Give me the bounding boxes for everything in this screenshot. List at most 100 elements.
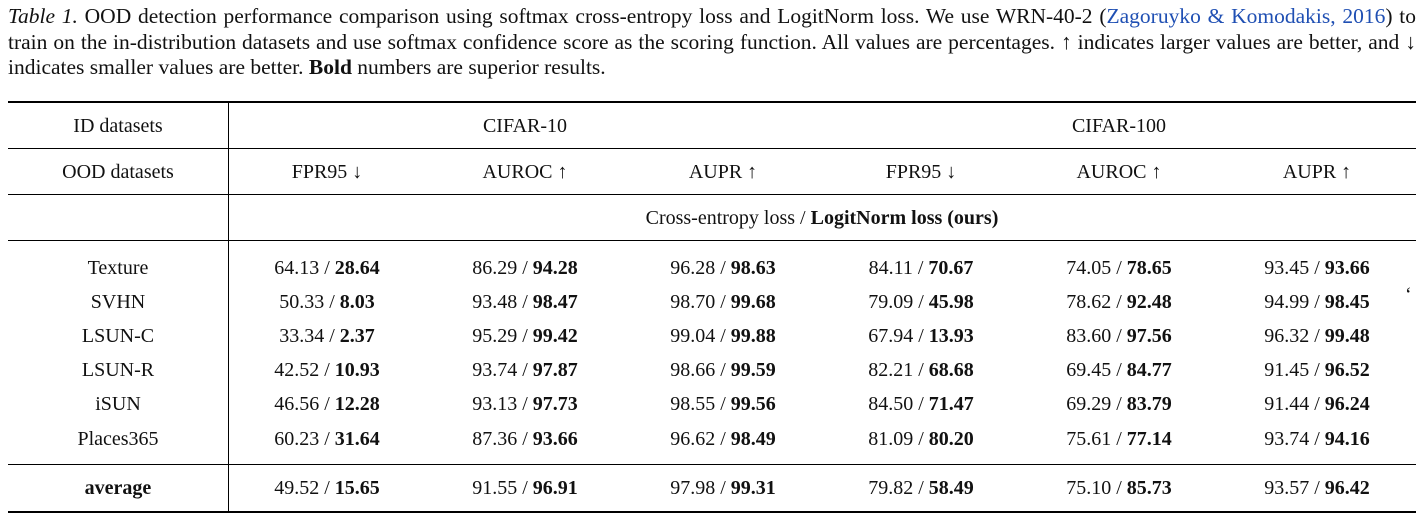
baseline-value: 84.50 / — [868, 393, 929, 416]
baseline-value: 96.62 / — [670, 427, 731, 450]
results-table: ID datasets CIFAR-10 CIFAR-100 OOD datas… — [8, 0, 1416, 511]
dataset-name: LSUN-R — [81, 359, 155, 382]
table-row: LSUN-C 33.34 / 2.37 95.29 / 99.42 99.04 / 9… — [8, 319, 1416, 353]
logitnorm-value: 98.47 — [532, 290, 578, 313]
baseline-value: 93.74 / — [472, 359, 533, 382]
metric-header-row: OOD datasets FPR95 ↓ AUROC ↑ AUPR ↑ FPR9… — [8, 149, 1416, 195]
logitnorm-value: 92.48 — [1126, 290, 1172, 313]
baseline-value: 74.05 / — [1066, 256, 1127, 279]
ood-datasets-label: OOD datasets — [62, 160, 174, 183]
baseline-value: 93.13 / — [472, 393, 533, 416]
baseline-value: 82.21 / — [868, 359, 929, 382]
baseline-value: 87.36 / — [472, 427, 533, 450]
baseline-value: 95.29 / — [472, 324, 533, 347]
metric-cell: 82.21 / 68.68 — [822, 354, 1020, 388]
logitnorm-value: 70.67 — [928, 256, 974, 279]
metric-cell: 46.56 / 12.28 — [228, 388, 426, 422]
baseline-value: 97.98 / — [670, 476, 731, 499]
dataset-name: iSUN — [95, 393, 141, 416]
metric-cell: 79.09 / 45.98 — [822, 285, 1020, 319]
logitnorm-value: 58.49 — [928, 476, 974, 499]
dataset-name: Texture — [87, 256, 149, 279]
table-row: iSUN 46.56 / 12.28 93.13 / 97.73 98.55 / 99… — [8, 388, 1416, 422]
metric-cell: 95.29 / 99.42 — [426, 319, 624, 353]
baseline-value: 91.45 / — [1264, 359, 1325, 382]
baseline-value: 91.44 / — [1264, 393, 1325, 416]
baseline-value: 93.57 / — [1264, 476, 1325, 499]
baseline-value: 67.94 / — [868, 324, 929, 347]
method-baseline: Cross-entropy loss / — [645, 206, 811, 229]
table-row: SVHN 50.33 / 8.03 93.48 / 98.47 98.70 / 99.… — [8, 285, 1416, 319]
metric-cell: 98.70 / 99.68 — [624, 285, 822, 319]
metric-cell: 96.28 / 98.63 — [624, 251, 822, 285]
metric-cell: 93.57 / 96.42 — [1218, 465, 1416, 511]
metric-cell: 96.32 / 99.48 — [1218, 319, 1416, 353]
top-rule — [8, 101, 1416, 103]
logitnorm-value: 99.31 — [730, 476, 776, 499]
metric-cell: 78.62 / 92.48 — [1020, 285, 1218, 319]
metric-cell: 50.33 / 8.03 — [228, 285, 426, 319]
logitnorm-value: 97.87 — [532, 359, 578, 382]
metric-header: AUPR ↑ — [1282, 160, 1352, 183]
dataset-name: LSUN-C — [81, 324, 155, 347]
baseline-value: 93.45 / — [1264, 256, 1325, 279]
baseline-value: 79.82 / — [868, 476, 929, 499]
metric-header: AUROC ↑ — [482, 160, 568, 183]
metric-header: AUPR ↑ — [688, 160, 758, 183]
metric-cell: 69.29 / 83.79 — [1020, 388, 1218, 422]
dataset-name: Places365 — [77, 427, 159, 450]
logitnorm-value: 96.52 — [1324, 359, 1370, 382]
group-cifar100: CIFAR-100 — [1071, 114, 1167, 137]
logitnorm-value: 94.16 — [1324, 427, 1370, 450]
logitnorm-value: 85.73 — [1126, 476, 1172, 499]
logitnorm-value: 96.24 — [1324, 393, 1370, 416]
metric-cell: 91.44 / 96.24 — [1218, 388, 1416, 422]
metric-cell: 96.62 / 98.49 — [624, 422, 822, 456]
citation-link[interactable]: Zagoruyko & Komodakis, 2016 — [1106, 4, 1386, 28]
logitnorm-value: 97.56 — [1126, 324, 1172, 347]
metric-cell: 74.05 / 78.65 — [1020, 251, 1218, 285]
baseline-value: 75.61 / — [1066, 427, 1127, 450]
logitnorm-value: 10.93 — [334, 359, 380, 382]
average-row: average 49.52 / 15.65 91.55 / 96.91 97.98 /… — [8, 465, 1416, 511]
caption-text-2: ) to train on the in-distribution datase… — [8, 4, 1416, 80]
method-label: Cross-entropy loss / LogitNorm loss (our… — [228, 195, 1416, 241]
logitnorm-value: 97.73 — [532, 393, 578, 416]
logitnorm-value: 93.66 — [1324, 256, 1370, 279]
logitnorm-value: 98.49 — [730, 427, 776, 450]
baseline-value: 69.29 / — [1066, 393, 1127, 416]
logitnorm-value: 99.68 — [730, 290, 776, 313]
metric-cell: 49.52 / 15.65 — [228, 465, 426, 511]
logitnorm-value: 99.59 — [730, 359, 776, 382]
stray-mark: ‘ — [1405, 284, 1412, 306]
logitnorm-value: 12.28 — [334, 393, 380, 416]
logitnorm-value: 68.68 — [928, 359, 974, 382]
header-rule-1 — [8, 148, 1416, 149]
metric-cell: 84.50 / 71.47 — [822, 388, 1020, 422]
logitnorm-value: 15.65 — [334, 476, 380, 499]
metric-cell: 87.36 / 93.66 — [426, 422, 624, 456]
logitnorm-value: 31.64 — [334, 427, 380, 450]
logitnorm-value: 77.14 — [1126, 427, 1172, 450]
method-row: Cross-entropy loss / LogitNorm loss (our… — [8, 195, 1416, 241]
logitnorm-value: 78.65 — [1126, 256, 1172, 279]
baseline-value: 86.29 / — [472, 256, 533, 279]
logitnorm-value: 98.63 — [730, 256, 776, 279]
table-caption: Table 1. OOD detection performance compa… — [8, 4, 1416, 81]
logitnorm-value: 99.48 — [1324, 324, 1370, 347]
metric-cell: 93.74 / 97.87 — [426, 354, 624, 388]
logitnorm-value: 96.42 — [1324, 476, 1370, 499]
metric-cell: 81.09 / 80.20 — [822, 422, 1020, 456]
logitnorm-value: 96.91 — [532, 476, 578, 499]
method-ours: LogitNorm loss (ours) — [810, 206, 999, 229]
baseline-value: 81.09 / — [868, 427, 929, 450]
metric-cell: 67.94 / 13.93 — [822, 319, 1020, 353]
metric-cell: 93.13 / 97.73 — [426, 388, 624, 422]
logitnorm-value: 99.88 — [730, 324, 776, 347]
logitnorm-value: 94.28 — [532, 256, 578, 279]
logitnorm-value: 13.93 — [928, 324, 974, 347]
metric-cell: 91.45 / 96.52 — [1218, 354, 1416, 388]
metric-cell: 93.48 / 98.47 — [426, 285, 624, 319]
metric-cell: 98.55 / 99.56 — [624, 388, 822, 422]
metric-cell: 83.60 / 97.56 — [1020, 319, 1218, 353]
